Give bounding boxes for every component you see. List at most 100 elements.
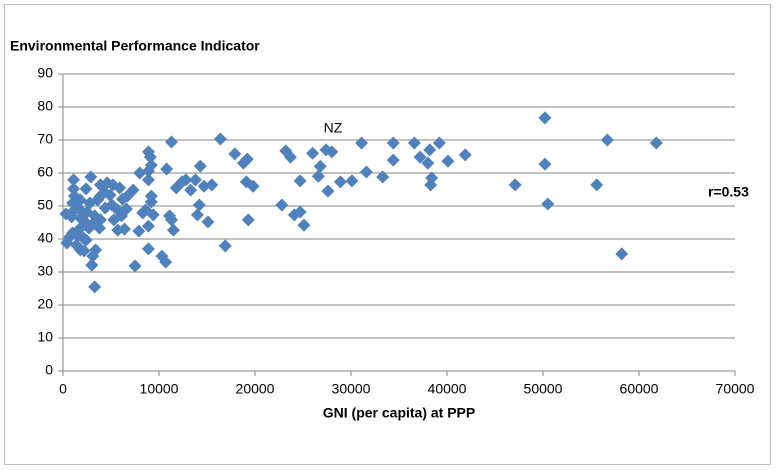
scatter-point [319, 143, 333, 157]
scatter-point [423, 143, 437, 157]
scatter-point [86, 249, 100, 263]
scatter-point [508, 178, 522, 192]
scatter-point [60, 236, 74, 250]
scatter-point [98, 201, 112, 215]
scatter-point [89, 243, 103, 257]
scatter-point [236, 156, 250, 170]
x-axis-title: GNI (per capita) at PPP [323, 405, 475, 421]
scatter-point [193, 159, 207, 173]
scatter-point [376, 170, 390, 184]
scatter-point [136, 206, 150, 220]
y-tick-label: 10 [37, 329, 53, 345]
x-tick-label: 30000 [332, 381, 371, 397]
scatter-point [85, 258, 99, 272]
scatter-point [164, 213, 178, 227]
scatter-point [197, 179, 211, 193]
scatter-point [424, 178, 438, 192]
scatter-point [239, 175, 253, 189]
scatter-point [432, 136, 446, 150]
y-tick-label: 60 [37, 164, 53, 180]
y-tick-label: 30 [37, 263, 53, 279]
scatter-point [166, 223, 180, 237]
scatter-point [93, 213, 107, 227]
scatter-point [228, 147, 242, 161]
scatter-point [164, 135, 178, 149]
scatter-point [284, 150, 298, 164]
y-tick-label: 90 [37, 65, 53, 81]
scatter-point [92, 221, 106, 235]
scatter-point [538, 157, 552, 171]
scatter-point [184, 183, 198, 197]
y-tick-label: 40 [37, 230, 53, 246]
x-tick-label: 70000 [716, 381, 755, 397]
annotation: r=0.53 [708, 184, 749, 200]
scatter-point [590, 178, 604, 192]
scatter-point [386, 153, 400, 167]
scatter-point [213, 132, 227, 146]
scatter-point [359, 165, 373, 179]
scatter-point [82, 221, 96, 235]
scatter-point [297, 218, 311, 232]
scatter-point [79, 182, 93, 196]
scatter-point [441, 154, 455, 168]
scatter-point [407, 136, 421, 150]
scatter-point [67, 173, 81, 187]
scatter-point [333, 175, 347, 189]
chart-frame [4, 4, 771, 465]
scatter-point [188, 173, 202, 187]
scatter-point [84, 170, 98, 184]
scatter-point [141, 173, 155, 187]
y-axis-title: Environmental Performance Indicator [10, 38, 260, 54]
scatter-point [111, 223, 125, 237]
y-tick-label: 80 [37, 98, 53, 114]
scatter-point [88, 280, 102, 294]
x-tick-label: 20000 [236, 381, 275, 397]
scatter-point [541, 197, 555, 211]
scatter-point [73, 211, 87, 225]
scatter-point [169, 181, 183, 195]
y-tick-label: 0 [45, 362, 53, 378]
scatter-point [218, 239, 232, 253]
scatter-point [159, 255, 173, 269]
scatter-point [113, 181, 127, 195]
scatter-point [201, 215, 215, 229]
scatter-point [311, 169, 325, 183]
scatter-point [103, 188, 117, 202]
scatter-point [649, 136, 663, 150]
scatter-point [293, 205, 307, 219]
scatter-point [421, 156, 435, 170]
y-tick-label: 20 [37, 296, 53, 312]
scatter-point [538, 111, 552, 125]
scatter-point [386, 136, 400, 150]
scatter-point [345, 174, 359, 188]
scatter-point [241, 213, 255, 227]
scatter-point [141, 164, 155, 178]
scatter-point [141, 242, 155, 256]
y-tick-label: 50 [37, 197, 53, 213]
scatter-point [615, 247, 629, 261]
scatter-point [76, 231, 90, 245]
scatter-point [107, 213, 121, 227]
scatter-point [141, 145, 155, 159]
scatter-point [132, 224, 146, 238]
scatter-point [275, 198, 289, 212]
x-tick-label: 10000 [140, 381, 179, 397]
scatter-point [600, 133, 614, 147]
scatter-point [133, 166, 147, 180]
x-tick-label: 60000 [620, 381, 659, 397]
scatter-point [144, 195, 158, 209]
scatter-point [306, 146, 320, 160]
scatter-point [355, 136, 369, 150]
scatter-point [293, 174, 307, 188]
x-tick-label: 0 [59, 381, 67, 397]
x-tick-label: 40000 [428, 381, 467, 397]
scatter-point [192, 198, 206, 212]
scatter-point [190, 208, 204, 222]
scatter-point [413, 150, 427, 164]
scatter-point [321, 184, 335, 198]
x-tick-label: 50000 [524, 381, 563, 397]
scatter-point [128, 259, 142, 273]
scatter-point [160, 162, 174, 176]
y-tick-label: 70 [37, 131, 53, 147]
scatter-point [116, 192, 130, 206]
